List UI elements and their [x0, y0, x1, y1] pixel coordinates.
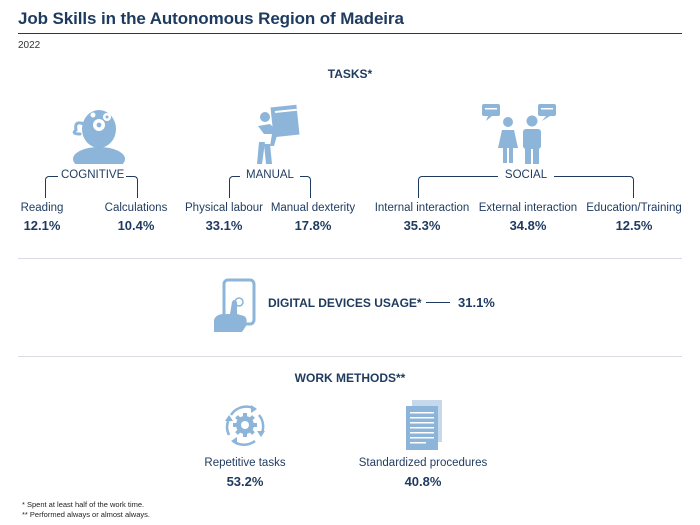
head-with-gears-icon	[66, 104, 128, 164]
people-talking-icon	[480, 102, 560, 166]
gear-cycle-icon	[221, 401, 269, 449]
footnote-2: ** Performed always or almost always.	[22, 510, 150, 519]
group-label-social: SOCIAL	[498, 169, 554, 181]
method-value-repetitive-tasks: 53.2%	[226, 474, 264, 489]
method-label-standardized-procedures: Standardized procedures	[358, 457, 488, 469]
item-label-physical-labour: Physical labour	[185, 202, 263, 214]
item-value-manual-dexterity: 17.8%	[294, 218, 332, 233]
item-label-internal-interaction: Internal interaction	[374, 202, 470, 214]
digital-devices-label: DIGITAL DEVICES USAGE*	[268, 296, 422, 310]
person-carrying-boxes-icon	[254, 104, 302, 166]
item-label-manual-dexterity: Manual dexterity	[270, 202, 356, 214]
item-label-education-training: Education/Training	[586, 202, 682, 214]
work-methods-heading: WORK METHODS**	[294, 371, 406, 385]
digital-devices-value: 31.1%	[458, 295, 495, 310]
method-label-repetitive-tasks: Repetitive tasks	[204, 457, 286, 469]
method-value-standardized-procedures: 40.8%	[404, 474, 442, 489]
group-label-cognitive: COGNITIVE	[58, 169, 126, 181]
documents-icon	[404, 400, 444, 452]
page-title: Job Skills in the Autonomous Region of M…	[18, 9, 404, 28]
group-label-manual: MANUAL	[240, 169, 300, 181]
item-label-external-interaction: External interaction	[478, 202, 578, 214]
item-value-reading: 12.1%	[23, 218, 61, 233]
item-value-internal-interaction: 35.3%	[403, 218, 441, 233]
hand-tapping-tablet-icon	[210, 278, 260, 334]
year-label: 2022	[18, 40, 41, 51]
section-divider	[18, 356, 682, 357]
item-value-external-interaction: 34.8%	[509, 218, 547, 233]
item-label-calculations: Calculations	[104, 202, 168, 214]
footnote-1: * Spent at least half of the work time.	[22, 500, 145, 509]
item-value-calculations: 10.4%	[117, 218, 155, 233]
item-label-reading: Reading	[20, 202, 64, 214]
title-divider	[18, 33, 682, 34]
item-value-education-training: 12.5%	[615, 218, 653, 233]
tasks-heading: TASKS*	[327, 67, 373, 81]
section-divider	[18, 258, 682, 259]
item-value-physical-labour: 33.1%	[205, 218, 243, 233]
digital-connector-line	[426, 302, 450, 303]
